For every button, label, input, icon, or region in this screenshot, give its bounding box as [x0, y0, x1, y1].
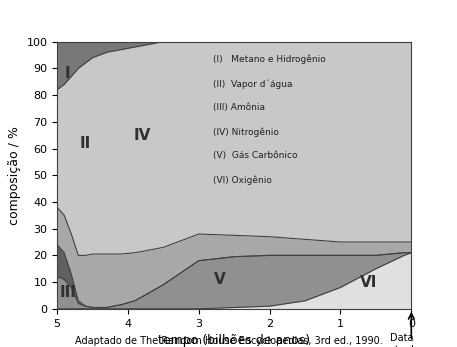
Text: V: V	[214, 272, 226, 287]
Text: (III) Amônia: (III) Amônia	[213, 103, 265, 112]
X-axis label: tempo (bilhões de anos): tempo (bilhões de anos)	[158, 334, 310, 347]
Text: (V)  Gás Carbônico: (V) Gás Carbônico	[213, 151, 298, 160]
Text: IV: IV	[133, 128, 151, 143]
Text: III: III	[59, 285, 76, 300]
Y-axis label: composição / %: composição / %	[8, 126, 21, 225]
Text: (IV) Nitrogênio: (IV) Nitrogênio	[213, 127, 279, 137]
Text: (I)   Metano e Hidrogênio: (I) Metano e Hidrogênio	[213, 55, 326, 65]
Text: Data
atual: Data atual	[390, 333, 414, 347]
Text: (VI) Oxigênio: (VI) Oxigênio	[213, 175, 272, 185]
Text: II: II	[80, 136, 91, 151]
Text: I: I	[65, 66, 70, 81]
Text: VI: VI	[360, 274, 377, 290]
Text: (II)  Vapor d´água: (II) Vapor d´água	[213, 79, 292, 88]
Text: Adaptado de The Random House Encyclopedias, 3rd ed., 1990.: Adaptado de The Random House Encyclopedi…	[74, 336, 383, 346]
